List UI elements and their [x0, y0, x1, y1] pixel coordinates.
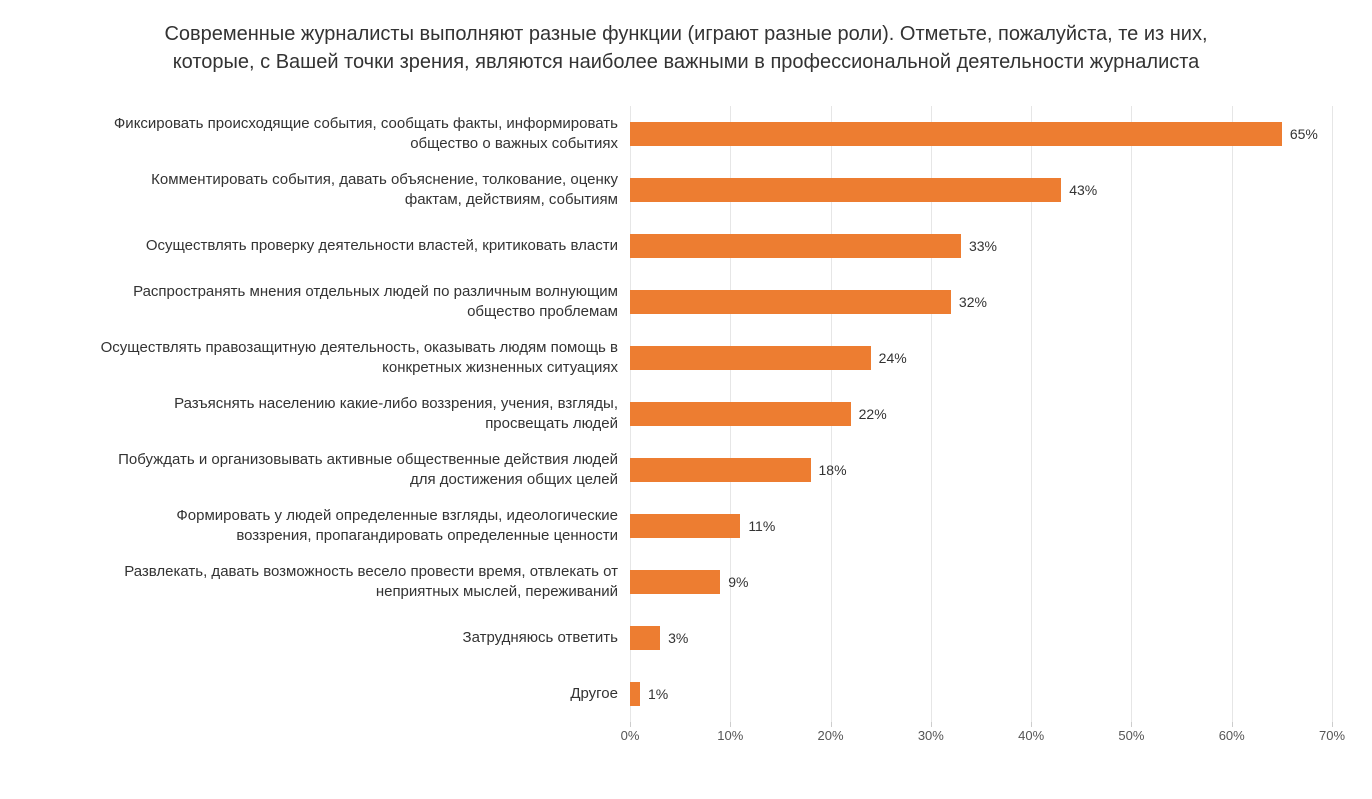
x-tick-label: 20% — [818, 728, 844, 743]
bar-zone: 18% — [630, 442, 1332, 498]
chart-row: Формировать у людей определенные взгляды… — [100, 498, 1332, 554]
chart-row: Комментировать события, давать объяснени… — [100, 162, 1332, 218]
bar-value-label: 33% — [969, 238, 997, 254]
bar: 24% — [630, 346, 871, 370]
bar-value-label: 1% — [648, 686, 668, 702]
x-tick-label: 30% — [918, 728, 944, 743]
chart-row: Осуществлять проверку деятельности власт… — [100, 218, 1332, 274]
bar-zone: 43% — [630, 162, 1332, 218]
x-tick-label: 60% — [1219, 728, 1245, 743]
x-tick-mark — [1332, 722, 1333, 727]
x-tick-mark — [931, 722, 932, 727]
bar-value-label: 65% — [1290, 126, 1318, 142]
row-label: Комментировать события, давать объяснени… — [100, 170, 630, 211]
bar-value-label: 11% — [748, 518, 775, 534]
chart-row: Распространять мнения отдельных людей по… — [100, 274, 1332, 330]
x-axis-ticks: 0%10%20%30%40%50%60%70% — [630, 722, 1332, 750]
row-label: Развлекать, давать возможность весело пр… — [100, 562, 630, 603]
bar: 32% — [630, 290, 951, 314]
chart-row: Разъяснять населению какие-либо воззрени… — [100, 386, 1332, 442]
chart-row: Фиксировать происходящие события, сообща… — [100, 106, 1332, 162]
bar-zone: 32% — [630, 274, 1332, 330]
x-tick-label: 50% — [1118, 728, 1144, 743]
bar: 22% — [630, 402, 851, 426]
x-tick-label: 70% — [1319, 728, 1345, 743]
row-label: Формировать у людей определенные взгляды… — [100, 506, 630, 547]
row-label: Распространять мнения отдельных людей по… — [100, 282, 630, 323]
bar: 43% — [630, 178, 1061, 202]
x-tick-label: 0% — [621, 728, 640, 743]
bar-value-label: 22% — [859, 406, 887, 422]
bar-zone: 11% — [630, 498, 1332, 554]
bar-zone: 65% — [630, 106, 1332, 162]
chart-row: Побуждать и организовывать активные обще… — [100, 442, 1332, 498]
bar-value-label: 43% — [1069, 182, 1097, 198]
x-tick-mark — [730, 722, 731, 727]
bar-value-label: 24% — [879, 350, 907, 366]
bar: 11% — [630, 514, 740, 538]
bar-zone: 9% — [630, 554, 1332, 610]
row-label: Осуществлять правозащитную деятельность,… — [100, 338, 630, 379]
x-axis: 0%10%20%30%40%50%60%70% — [100, 722, 1332, 750]
bar: 1% — [630, 682, 640, 706]
x-tick-mark — [1031, 722, 1032, 727]
bar: 33% — [630, 234, 961, 258]
row-label: Осуществлять проверку деятельности власт… — [100, 236, 630, 256]
chart-row: Другое1% — [100, 666, 1332, 722]
bar: 9% — [630, 570, 720, 594]
bar-value-label: 3% — [668, 630, 688, 646]
row-label: Побуждать и организовывать активные обще… — [100, 450, 630, 491]
bar-zone: 3% — [630, 610, 1332, 666]
bar-value-label: 9% — [728, 574, 748, 590]
chart-row: Затрудняюсь ответить3% — [100, 610, 1332, 666]
row-label: Другое — [100, 684, 630, 704]
bar-zone: 24% — [630, 330, 1332, 386]
chart-row: Осуществлять правозащитную деятельность,… — [100, 330, 1332, 386]
x-tick-mark — [1131, 722, 1132, 727]
chart-title: Современные журналисты выполняют разные … — [136, 20, 1236, 76]
row-label: Фиксировать происходящие события, сообща… — [100, 114, 630, 155]
x-tick-label: 10% — [717, 728, 743, 743]
x-tick-mark — [630, 722, 631, 727]
bar-value-label: 32% — [959, 294, 987, 310]
chart-row: Развлекать, давать возможность весело пр… — [100, 554, 1332, 610]
bar: 65% — [630, 122, 1282, 146]
row-label: Затрудняюсь ответить — [100, 628, 630, 648]
bar-value-label: 18% — [819, 462, 847, 478]
bar: 18% — [630, 458, 811, 482]
x-tick-label: 40% — [1018, 728, 1044, 743]
bar: 3% — [630, 626, 660, 650]
x-tick-mark — [1232, 722, 1233, 727]
row-label: Разъяснять населению какие-либо воззрени… — [100, 394, 630, 435]
bar-zone: 33% — [630, 218, 1332, 274]
chart-rows: Фиксировать происходящие события, сообща… — [100, 106, 1332, 722]
gridline — [1332, 106, 1333, 722]
chart-area: Фиксировать происходящие события, сообща… — [100, 106, 1332, 750]
bar-zone: 1% — [630, 666, 1332, 722]
bar-zone: 22% — [630, 386, 1332, 442]
x-tick-mark — [831, 722, 832, 727]
